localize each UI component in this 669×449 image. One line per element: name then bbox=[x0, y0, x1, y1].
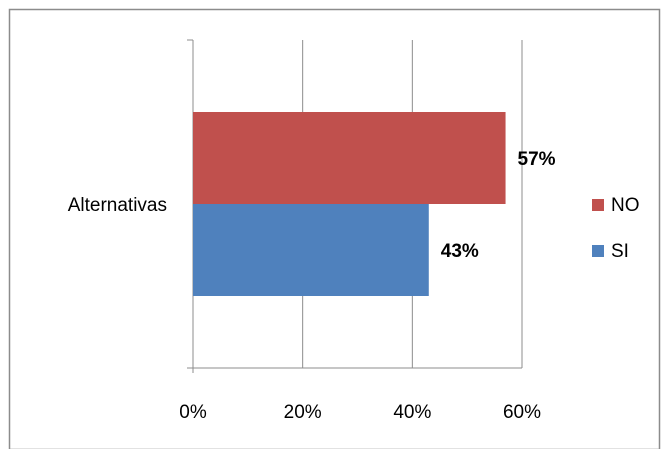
legend-label-no: NO bbox=[611, 195, 640, 216]
legend-swatch-si bbox=[592, 245, 604, 257]
x-tick-label: 60% bbox=[503, 402, 541, 423]
data-label-no: 57% bbox=[518, 149, 556, 170]
legend-entry-no: NO bbox=[592, 195, 640, 216]
legend-swatch-no bbox=[592, 199, 604, 211]
data-label-si: 43% bbox=[441, 241, 479, 262]
bar-si bbox=[193, 204, 429, 296]
category-label: Alternativas bbox=[68, 195, 167, 216]
bar-no bbox=[193, 112, 506, 204]
x-tick-label: 0% bbox=[179, 402, 207, 423]
legend-entry-si: SI bbox=[592, 241, 629, 262]
legend-label-si: SI bbox=[611, 241, 629, 262]
x-tick-label: 20% bbox=[284, 402, 322, 423]
x-tick-label: 40% bbox=[393, 402, 431, 423]
